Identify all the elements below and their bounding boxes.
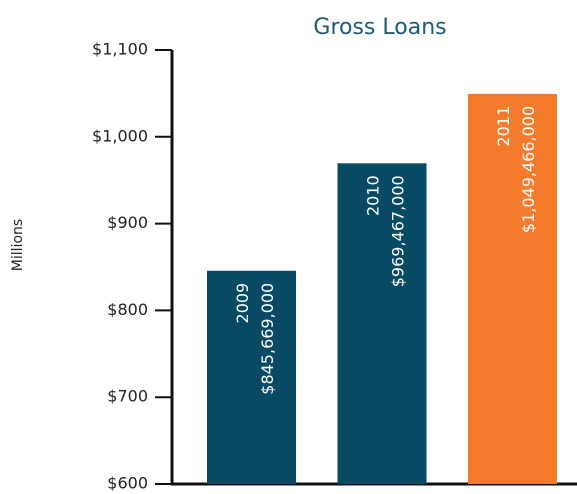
y-tick-label: $1,000 (92, 126, 148, 145)
y-tick-label: $900 (107, 213, 148, 232)
value-label: $1,049,466,000 (519, 106, 538, 233)
bar (207, 270, 296, 484)
bar (337, 163, 427, 484)
category-label: 2011 (494, 106, 513, 147)
y-tick-label: $800 (107, 300, 148, 319)
y-tick-label: $600 (107, 474, 148, 493)
bar (468, 93, 557, 484)
category-label: 2010 (364, 175, 383, 216)
chart-title: Gross Loans (313, 15, 446, 40)
value-label: $969,467,000 (389, 175, 408, 287)
y-tick-label: $700 (107, 387, 148, 406)
y-tick-label: $1,100 (92, 40, 148, 59)
y-axis-label: Millions (10, 219, 26, 271)
value-label: $845,669,000 (258, 283, 277, 395)
category-label: 2009 (233, 283, 252, 324)
